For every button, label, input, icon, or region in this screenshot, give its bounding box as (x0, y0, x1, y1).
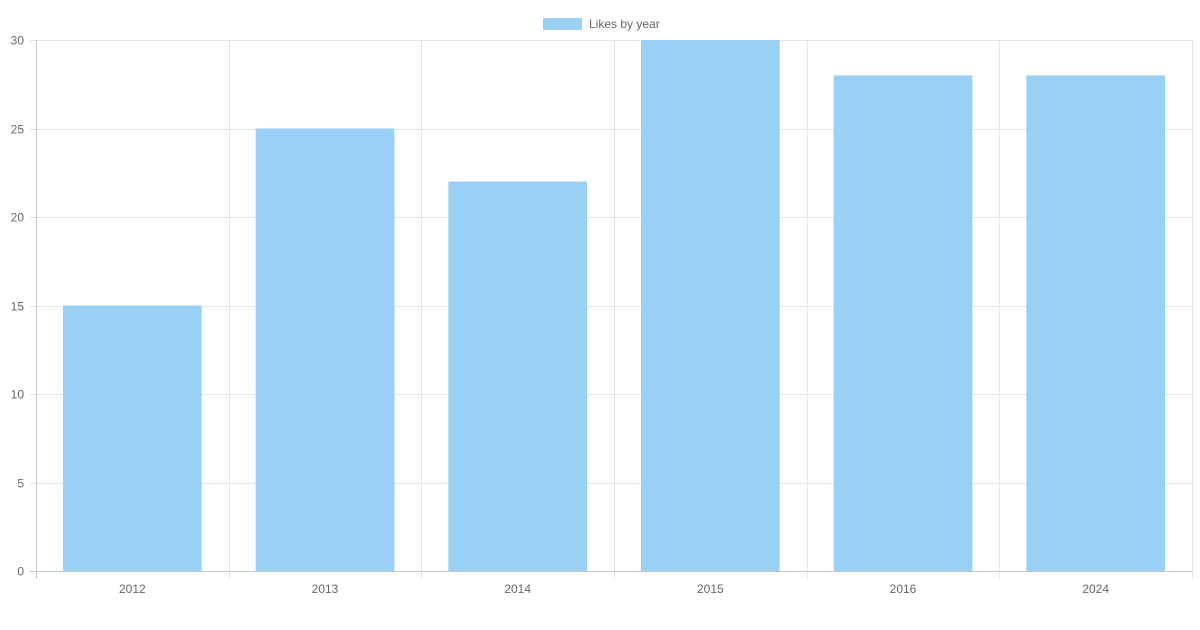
bar-2013 (255, 128, 395, 571)
bar-2014 (448, 181, 588, 571)
legend-label[interactable]: Likes by year (589, 17, 660, 31)
x-tick-label: 2015 (697, 582, 724, 596)
bars (62, 40, 1166, 572)
bar-2015 (640, 40, 780, 571)
legend-swatch[interactable] (543, 18, 582, 30)
y-tick-label: 25 (11, 123, 25, 137)
x-tick-labels: 2012 2013 2014 2015 2016 2024 (119, 582, 1109, 596)
bar-2024 (1026, 75, 1166, 572)
x-tick-label: 2013 (312, 582, 339, 596)
y-tick-label: 30 (11, 34, 25, 48)
bar-2012 (62, 305, 202, 571)
y-tick-label: 0 (17, 565, 24, 579)
y-tick-label: 10 (11, 388, 25, 402)
axes (30, 40, 1192, 579)
x-tick-label: 2024 (1082, 582, 1109, 596)
y-tick-label: 15 (11, 300, 25, 314)
x-tick-label: 2014 (504, 582, 531, 596)
y-tick-label: 20 (11, 211, 25, 225)
legend[interactable]: Likes by year (543, 17, 660, 31)
y-tick-labels: 0 5 10 15 20 25 30 (11, 34, 25, 579)
gridlines (30, 40, 1193, 579)
x-tick-label: 2016 (890, 582, 917, 596)
y-tick-label: 5 (17, 477, 24, 491)
x-tick-label: 2012 (119, 582, 146, 596)
bar-2016 (833, 75, 973, 572)
